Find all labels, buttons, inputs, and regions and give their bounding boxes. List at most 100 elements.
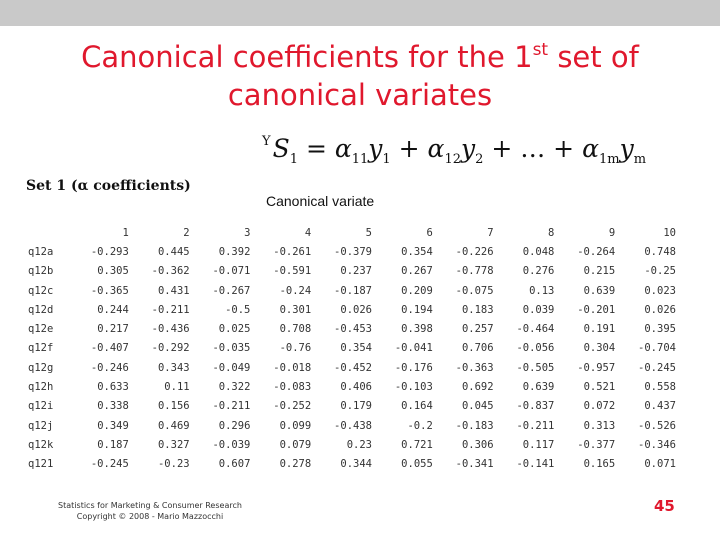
table-cell: 0.343	[157, 361, 190, 374]
table-cell: -0.049	[212, 361, 251, 374]
table-cell: 0.23	[346, 438, 372, 451]
table-cell: 0.237	[340, 265, 372, 278]
table-cell: 0.209	[401, 284, 433, 297]
formula-alpha-2: α	[427, 134, 445, 163]
table-cell: 0.165	[583, 458, 616, 471]
row-label: q12a	[28, 245, 54, 258]
set-label: Set 1 (α coefficients)	[26, 178, 191, 194]
table-cell: -0.957	[577, 361, 616, 374]
table-cell: 0.191	[583, 323, 616, 336]
table-cell: -0.075	[455, 284, 494, 297]
table-header-row: 1 2 3 4 5 6 7 8 9 10	[28, 223, 676, 242]
table-row: q12d 0.244 -0.211 -0.5 0.301 0.026 0.194 0.183 0…	[28, 300, 676, 319]
table-cell: -0.261	[273, 245, 312, 258]
table-cell: -0.071	[212, 265, 251, 278]
title-line-1: Canonical coefficients for the 1st set o…	[0, 38, 720, 76]
page-number: 45	[654, 497, 675, 515]
table-cell: -0.5	[225, 303, 251, 316]
table-cell: 0.257	[461, 323, 494, 336]
table-cell: 0.072	[583, 400, 616, 413]
table-cell: -0.377	[577, 438, 616, 451]
table-cell: 0.313	[583, 419, 616, 432]
title-line-1-text: Canonical coefficients for the 1	[81, 40, 533, 74]
table-row: q12k 0.187 0.327 -0.039 0.079 0.23 0.721 0.306 0…	[28, 435, 676, 454]
table-cell: 0.183	[461, 303, 494, 316]
table-cell: 0.392	[218, 245, 251, 258]
row-label: q12d	[28, 303, 54, 316]
formula-y2-sub: 2	[475, 152, 484, 167]
table-body: q12a -0.293 0.445 0.392 -0.261 -0.379 0.354 -0.…	[28, 242, 676, 474]
table-cell: 0.338	[97, 400, 129, 413]
table-cell: 0.117	[522, 438, 555, 451]
table-cell: 0.244	[97, 303, 129, 316]
table-cell: -0.436	[151, 323, 190, 336]
table-cell: 0.431	[157, 284, 190, 297]
table-cell: 0.276	[522, 265, 555, 278]
table-row: q12a -0.293 0.445 0.392 -0.261 -0.379 0.354 -0.…	[28, 242, 676, 261]
table-cell: -0.341	[455, 458, 494, 471]
row-label: q12i	[28, 400, 54, 413]
row-label: q12f	[28, 342, 54, 355]
table-cell: -0.056	[516, 342, 555, 355]
formula-a1m: 1m	[598, 152, 620, 167]
formula-a11: 11	[351, 152, 369, 167]
table-cell: -0.362	[151, 265, 190, 278]
table-cell: 0.267	[401, 265, 433, 278]
column-header: 4	[304, 226, 312, 239]
formula-dots: + … +	[483, 134, 583, 163]
table-row: q12g -0.246 0.343 -0.049 -0.018 -0.452 -0.176 -…	[28, 358, 676, 377]
table-cell: -0.018	[273, 361, 312, 374]
table-cell: 0.025	[218, 323, 251, 336]
table-cell: -0.041	[394, 342, 433, 355]
table-cell: 0.11	[164, 381, 190, 394]
table-cell: -0.407	[90, 342, 129, 355]
coefficients-table: 1 2 3 4 5 6 7 8 9 10 q12a -0.293 0.445 0.392 -0.261 -0…	[28, 223, 676, 474]
table-cell: -0.453	[334, 323, 372, 336]
table-cell: 0.164	[401, 400, 433, 413]
table-cell: 0.296	[218, 419, 251, 432]
table-cell: -0.837	[516, 400, 555, 413]
table-cell: 0.306	[461, 438, 494, 451]
column-header: 10	[663, 226, 676, 239]
table-cell: 0.322	[218, 381, 251, 394]
table-row: q12f -0.407 -0.292 -0.035 -0.76 0.354 -0.041 0.…	[28, 339, 676, 358]
table-cell: -0.187	[334, 284, 372, 297]
table-cell: -0.211	[212, 400, 251, 413]
table-cell: -0.363	[455, 361, 494, 374]
table-cell: 0.327	[157, 438, 190, 451]
table-cell: 0.639	[583, 284, 616, 297]
table-cell: 0.633	[97, 381, 129, 394]
table-row: q12h 0.633 0.11 0.322 -0.083 0.406 -0.103 0.692…	[28, 377, 676, 396]
table-cell: -0.526	[638, 419, 676, 432]
table-cell: 0.344	[340, 458, 372, 471]
table-cell: -0.176	[394, 361, 433, 374]
table-cell: -0.267	[212, 284, 251, 297]
column-header: 7	[487, 226, 494, 239]
table-cell: 0.706	[461, 342, 494, 355]
table-cell: 0.639	[522, 381, 555, 394]
table-cell: -0.211	[516, 419, 555, 432]
row-label: q12e	[28, 323, 54, 336]
row-label: q12b	[28, 265, 54, 278]
formula-y-2: y	[460, 134, 476, 163]
table-cell: 0.217	[97, 323, 129, 336]
table-cell: 0.708	[279, 323, 312, 336]
table-cell: 0.349	[97, 419, 129, 432]
table-cell: -0.035	[212, 342, 251, 355]
canonical-variate-label: Canonical variate	[266, 193, 375, 209]
table-cell: -0.2	[407, 419, 433, 432]
table-row: q12b 0.305 -0.362 -0.071 -0.591 0.237 0.267 -0.…	[28, 262, 676, 281]
table-cell: -0.292	[151, 342, 190, 355]
table-cell: -0.365	[90, 284, 129, 297]
table-cell: 0.023	[644, 284, 676, 297]
formula-y1-sub: 1	[382, 152, 391, 167]
table-cell: 0.194	[401, 303, 433, 316]
formula-s-sub: 1	[289, 152, 299, 167]
table-cell: 0.398	[401, 323, 433, 336]
table-cell: -0.226	[455, 245, 494, 258]
table-cell: -0.505	[516, 361, 555, 374]
column-header: 9	[608, 226, 616, 239]
table-cell: 0.301	[279, 303, 312, 316]
table-cell: -0.704	[638, 342, 676, 355]
